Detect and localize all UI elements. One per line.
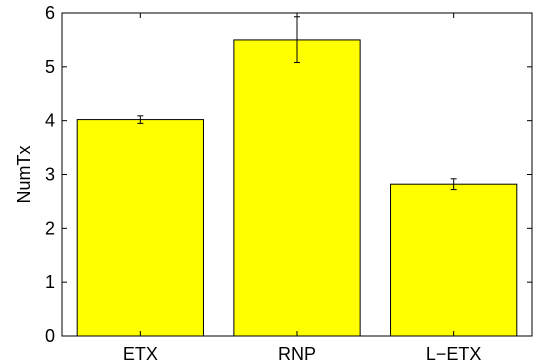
y-tick-label: 4	[45, 111, 55, 131]
y-axis-label: NumTx	[14, 146, 34, 204]
x-axis-ticks: ETX RNP L−ETX	[123, 13, 482, 364]
y-tick-label: 3	[45, 165, 55, 185]
x-tick-label: ETX	[123, 344, 158, 364]
bars-group	[76, 39, 518, 337]
x-tick-label: RNP	[278, 344, 316, 364]
error-bar-etx	[137, 115, 144, 124]
y-tick-label: 1	[45, 272, 55, 292]
y-tick-label: 5	[45, 57, 55, 77]
error-bar-letx	[450, 178, 457, 191]
y-tick-label: 2	[45, 218, 55, 238]
y-tick-label: 6	[45, 3, 55, 23]
bar-letx	[390, 183, 518, 337]
bar-rnp	[233, 39, 361, 337]
y-axis-ticks: 0 1 2 3 4 5 6	[45, 3, 532, 346]
x-tick-label: L−ETX	[426, 344, 482, 364]
y-tick-label: 0	[45, 326, 55, 346]
bar-etx	[76, 119, 204, 337]
